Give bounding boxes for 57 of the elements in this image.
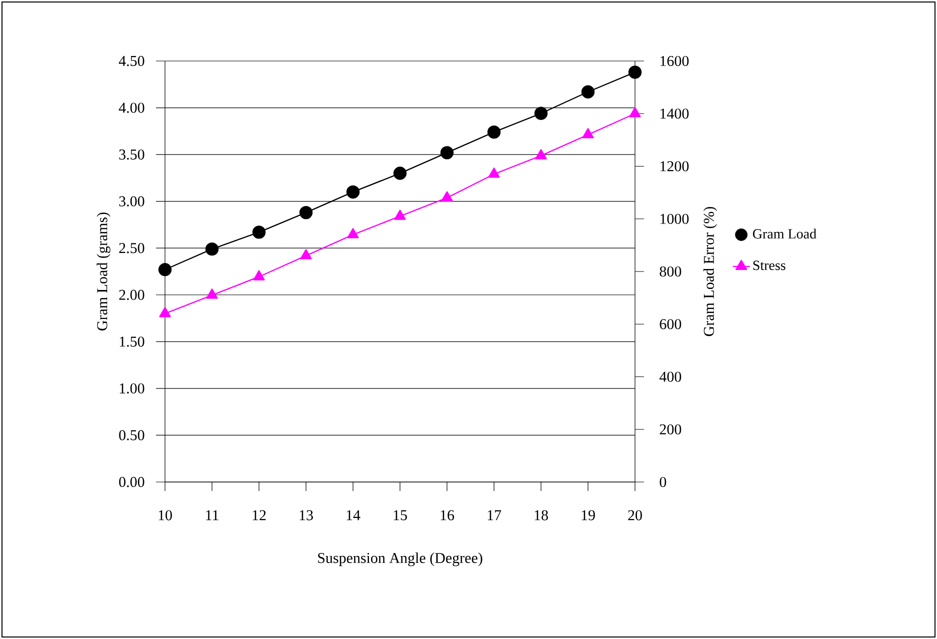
point <box>159 307 171 318</box>
y-tick-label: 1.00 <box>120 383 144 394</box>
point <box>629 107 641 118</box>
point <box>441 191 453 202</box>
x-tick-label: 11 <box>206 510 218 520</box>
y2-tick-label: 600 <box>660 319 682 330</box>
x-tick-label: 16 <box>440 510 454 520</box>
y2-tick-label: 1400 <box>660 108 689 119</box>
y2-axis-title: Gram Load Error (%) <box>703 206 717 336</box>
x-tick-label: 20 <box>628 510 642 520</box>
y-tick-label: 4.50 <box>118 56 144 66</box>
point <box>346 185 360 199</box>
point <box>205 242 219 256</box>
point <box>487 126 501 139</box>
y-axis-title: Gram Load (grams) <box>96 212 110 330</box>
point <box>440 146 454 160</box>
x-axis-title: Suspension Angle (Degree) <box>318 552 482 566</box>
y-tick-label: 1.50 <box>120 336 144 347</box>
x-tick-label: 19 <box>582 510 595 520</box>
y-tick-label: 0.50 <box>119 430 144 440</box>
legend-label: Stress <box>753 260 786 270</box>
point <box>253 270 265 280</box>
point <box>582 128 594 138</box>
y-tick-label: 3.50 <box>119 149 144 160</box>
y2-tick-label: 200 <box>660 424 682 434</box>
y2-tick-label: 1600 <box>660 56 689 66</box>
y-tick-label: 2.50 <box>119 243 144 254</box>
point <box>252 226 266 239</box>
point <box>393 166 407 180</box>
y-tick-label: 0.00 <box>119 476 144 488</box>
y-tick-label: 3.00 <box>119 196 144 206</box>
point <box>488 168 500 178</box>
x-tick-label: 13 <box>300 510 313 520</box>
point <box>299 206 313 220</box>
point <box>535 149 547 160</box>
y2-tick-label: 1000 <box>660 214 689 224</box>
y2-tick-label: 0 <box>660 476 666 488</box>
point <box>581 85 595 98</box>
x-tick-label: 15 <box>394 510 407 520</box>
legend-label: Gram Load <box>752 228 816 239</box>
point <box>628 66 642 79</box>
y-tick-label: 4.00 <box>118 102 144 113</box>
y-tick-label: 2.00 <box>119 290 144 300</box>
x-tick-label: 17 <box>488 510 502 520</box>
x-tick-label: 18 <box>534 510 548 520</box>
point <box>394 210 406 220</box>
x-tick-label: 14 <box>346 510 360 520</box>
point <box>158 263 172 276</box>
y2-tick-label: 1200 <box>660 161 689 172</box>
y2-tick-label: 400 <box>660 372 682 382</box>
y2-tick-label: 800 <box>660 266 682 277</box>
point <box>534 106 548 120</box>
point <box>347 228 359 238</box>
x-tick-label: 12 <box>252 510 266 520</box>
x-tick-label: 10 <box>158 510 172 520</box>
point <box>300 249 312 260</box>
point <box>206 288 218 299</box>
